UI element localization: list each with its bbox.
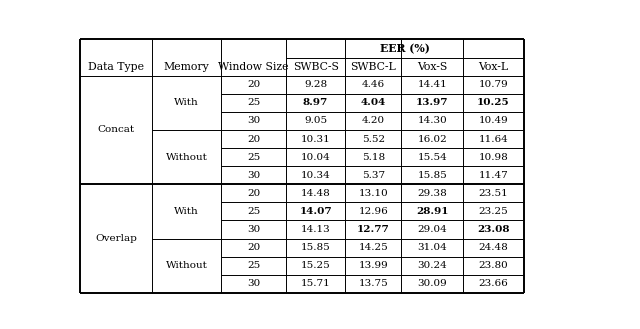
Text: 8.97: 8.97 (303, 98, 328, 107)
Text: 30: 30 (247, 225, 260, 234)
Text: SWBC-L: SWBC-L (351, 62, 396, 72)
Text: 4.04: 4.04 (361, 98, 386, 107)
Text: 24.48: 24.48 (479, 243, 508, 252)
Text: EER (%): EER (%) (380, 43, 430, 54)
Text: 23.80: 23.80 (479, 261, 508, 270)
Text: 30.24: 30.24 (417, 261, 447, 270)
Text: 20: 20 (247, 80, 260, 89)
Text: 14.07: 14.07 (300, 207, 332, 216)
Text: 30: 30 (247, 116, 260, 125)
Text: Concat: Concat (97, 125, 134, 135)
Text: 23.51: 23.51 (479, 189, 508, 198)
Text: 29.04: 29.04 (417, 225, 447, 234)
Text: 20: 20 (247, 135, 260, 143)
Text: Without: Without (166, 261, 207, 270)
Text: 10.79: 10.79 (479, 80, 508, 89)
Text: 31.04: 31.04 (417, 243, 447, 252)
Text: 30: 30 (247, 279, 260, 288)
Text: SWBC-S: SWBC-S (292, 62, 339, 72)
Text: 20: 20 (247, 189, 260, 198)
Text: 15.54: 15.54 (417, 153, 447, 162)
Text: 20: 20 (247, 243, 260, 252)
Text: 10.49: 10.49 (479, 116, 508, 125)
Text: 13.10: 13.10 (358, 189, 388, 198)
Text: 5.52: 5.52 (362, 135, 385, 143)
Text: 29.38: 29.38 (417, 189, 447, 198)
Text: 15.71: 15.71 (301, 279, 330, 288)
Text: 30: 30 (247, 171, 260, 180)
Text: 4.20: 4.20 (362, 116, 385, 125)
Text: 15.25: 15.25 (301, 261, 330, 270)
Text: 9.05: 9.05 (304, 116, 327, 125)
Text: 14.48: 14.48 (301, 189, 330, 198)
Text: 9.28: 9.28 (304, 80, 327, 89)
Text: 10.25: 10.25 (477, 98, 509, 107)
Text: 14.13: 14.13 (301, 225, 330, 234)
Text: 23.66: 23.66 (479, 279, 508, 288)
Text: 30.09: 30.09 (417, 279, 447, 288)
Text: 5.18: 5.18 (362, 153, 385, 162)
Text: 25: 25 (247, 98, 260, 107)
Text: 4.46: 4.46 (362, 80, 385, 89)
Text: 15.85: 15.85 (301, 243, 330, 252)
Text: 10.98: 10.98 (479, 153, 508, 162)
Text: 10.34: 10.34 (301, 171, 330, 180)
Text: 13.75: 13.75 (358, 279, 388, 288)
Text: 12.77: 12.77 (357, 225, 390, 234)
Text: Window Size: Window Size (218, 62, 289, 72)
Text: 28.91: 28.91 (416, 207, 449, 216)
Text: 16.02: 16.02 (417, 135, 447, 143)
Text: With: With (174, 207, 199, 216)
Text: 14.25: 14.25 (358, 243, 388, 252)
Text: 15.85: 15.85 (417, 171, 447, 180)
Text: 11.64: 11.64 (479, 135, 508, 143)
Text: Without: Without (166, 153, 207, 162)
Text: Memory: Memory (164, 62, 209, 72)
Text: With: With (174, 98, 199, 107)
Text: 25: 25 (247, 153, 260, 162)
Text: 25: 25 (247, 261, 260, 270)
Text: 14.41: 14.41 (417, 80, 447, 89)
Text: 13.99: 13.99 (358, 261, 388, 270)
Text: Vox-S: Vox-S (417, 62, 447, 72)
Text: Overlap: Overlap (95, 234, 137, 243)
Text: 14.30: 14.30 (417, 116, 447, 125)
Text: 5.37: 5.37 (362, 171, 385, 180)
Text: Data Type: Data Type (88, 62, 144, 72)
Text: 23.25: 23.25 (479, 207, 508, 216)
Text: 11.47: 11.47 (479, 171, 508, 180)
Text: 25: 25 (247, 207, 260, 216)
Text: 13.97: 13.97 (416, 98, 449, 107)
Text: 23.08: 23.08 (477, 225, 509, 234)
Text: Vox-L: Vox-L (478, 62, 508, 72)
Text: 10.31: 10.31 (301, 135, 330, 143)
Text: 12.96: 12.96 (358, 207, 388, 216)
Text: 10.04: 10.04 (301, 153, 330, 162)
